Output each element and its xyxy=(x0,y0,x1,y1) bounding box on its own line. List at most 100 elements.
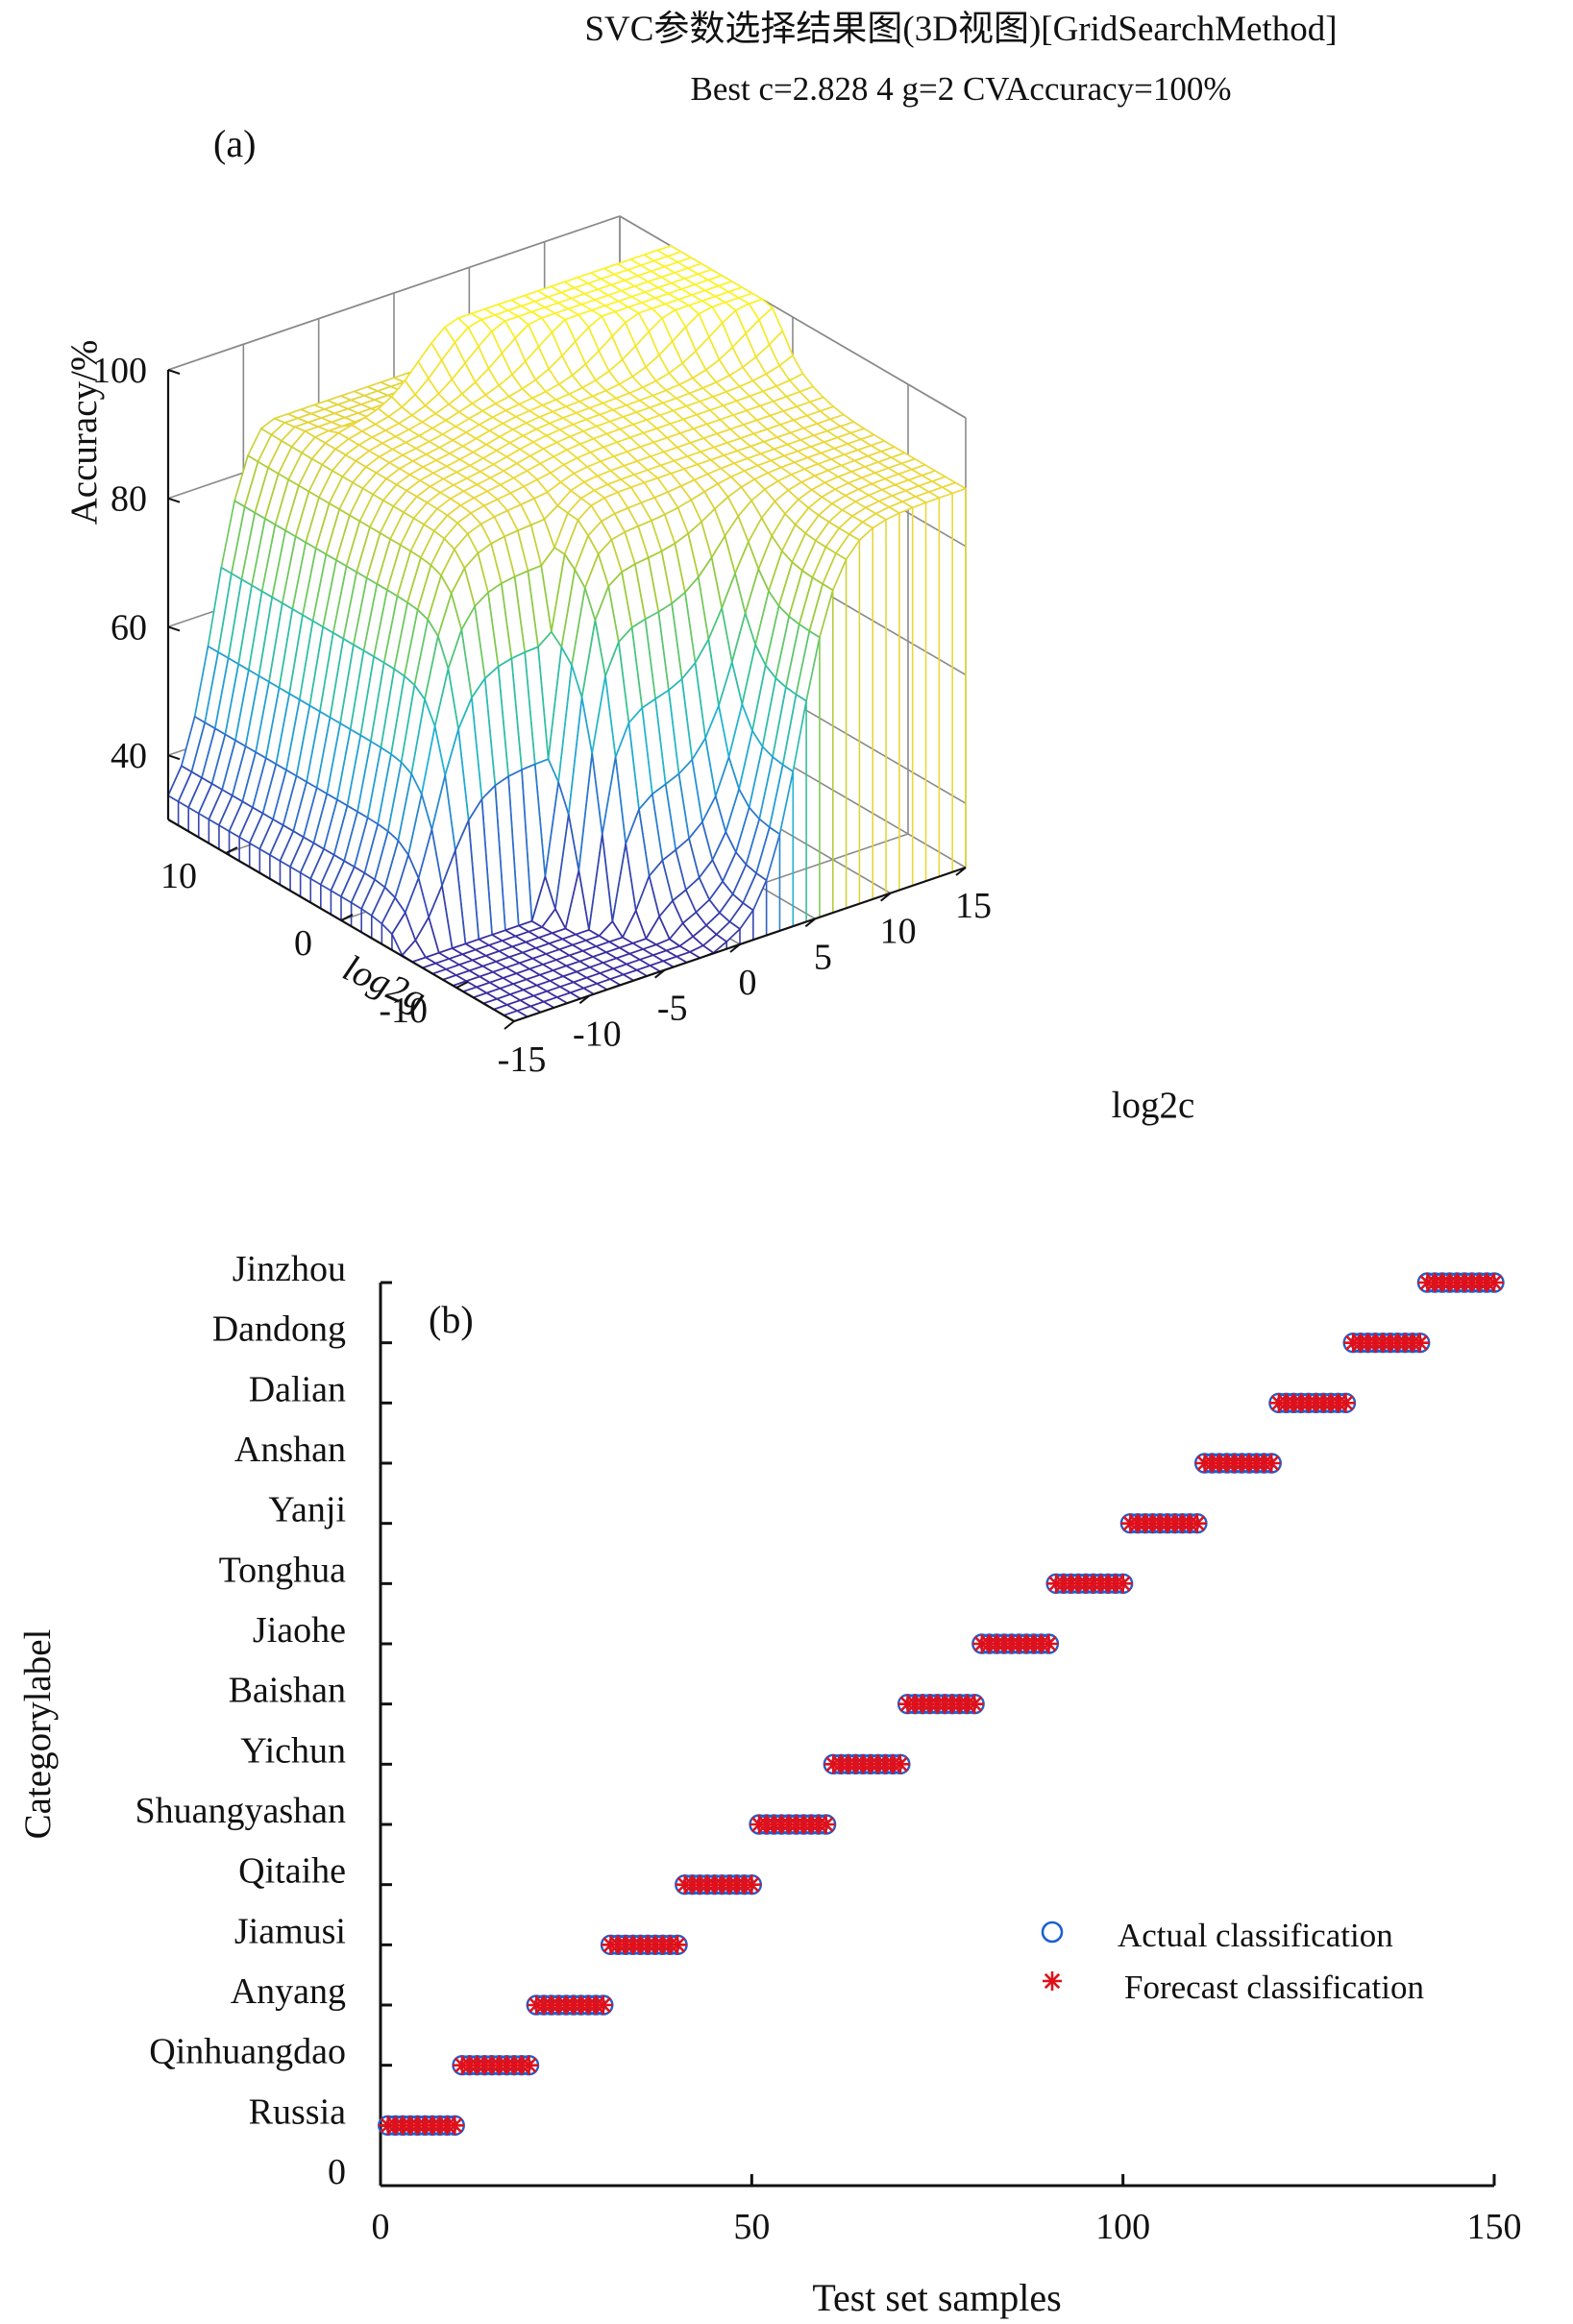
y-tick-label: Yichun xyxy=(240,1730,346,1771)
panel-b-label: (b) xyxy=(429,1298,474,1341)
forecast-point xyxy=(1336,1393,1356,1413)
panel-a-y-ticks: -10 0 10 xyxy=(160,846,469,1031)
x-tick-label: 50 xyxy=(733,2207,770,2247)
y-tick-label: Anyang xyxy=(231,1971,346,2012)
forecast-point xyxy=(1410,1333,1430,1353)
z-tick-label: 60 xyxy=(111,607,147,648)
y-tick xyxy=(340,914,354,921)
panel-a-x-ticks: -15 -10 -5 0 5 10 15 xyxy=(498,867,992,1080)
forecast-stroke xyxy=(447,2117,463,2134)
forecast-point xyxy=(1485,1273,1504,1292)
panel-b-y-ticks: 0 Russia Qinhuangdao Anyang Jiamusi Qitaihe Sh… xyxy=(135,1249,392,2192)
forecast-stroke xyxy=(818,1816,834,1833)
panel-a-z-axis-label: Accuracy/% xyxy=(63,340,105,526)
forecast-point xyxy=(965,1694,985,1714)
x-tick-label: 10 xyxy=(880,912,917,952)
forecast-stroke xyxy=(669,1937,686,1953)
forecast-point xyxy=(519,2055,539,2075)
forecast-stroke xyxy=(1486,1274,1503,1291)
legend-forecast-star xyxy=(1043,1971,1062,1991)
panel-a-title: SVC参数选择结果图(3D视图)[GridSearchMethod] xyxy=(584,9,1337,49)
x-tick-label: -10 xyxy=(573,1014,622,1054)
x-tick-label: 15 xyxy=(955,886,992,926)
z-tick-label: 80 xyxy=(111,479,147,520)
x-tick xyxy=(578,994,590,1005)
y-tick xyxy=(225,846,238,854)
forecast-stroke xyxy=(967,1696,983,1712)
forecast-stroke xyxy=(1189,1515,1206,1531)
forecast-stroke xyxy=(1264,1455,1280,1472)
panel-a-subtitle: Best c=2.828 4 g=2 CVAccuracy=100% xyxy=(690,70,1231,108)
y-tick-label: Dandong xyxy=(212,1309,346,1350)
forecast-point xyxy=(890,1754,910,1774)
z-tick xyxy=(167,625,181,632)
forecast-stroke xyxy=(1412,1334,1428,1351)
y-tick-label: Baishan xyxy=(229,1671,346,1711)
y-tick xyxy=(455,981,469,989)
y-tick-label: Jiamusi xyxy=(234,1911,346,1951)
panel-a-label: (a) xyxy=(213,122,256,165)
panel-b-x-axis-label: Test set samples xyxy=(812,2276,1061,2319)
y-tick-label: Qinhuangdao xyxy=(149,2032,346,2072)
z-tick-label: 40 xyxy=(111,736,147,776)
legend-actual-marker xyxy=(1041,1920,1064,1944)
y-tick-label: Jinzhou xyxy=(233,1249,346,1289)
legend-forecast-marker xyxy=(1043,1971,1062,1991)
x-tick xyxy=(955,867,967,876)
y-tick-label: Yanji xyxy=(268,1490,346,1530)
x-tick xyxy=(729,943,741,953)
x-tick xyxy=(804,917,816,928)
x-tick-label: 5 xyxy=(814,937,832,977)
legend-actual-label: Actual classification xyxy=(1118,1917,1393,1954)
z-tick xyxy=(167,369,181,375)
x-tick-label: 0 xyxy=(739,963,757,1003)
panel-a-z-ticks: 40 60 80 100 xyxy=(92,351,181,776)
panel-b-scatter-chart: (b) 0 Russia Qinhuangdao Anyang Jiamusi Qitai… xyxy=(17,1249,1522,2319)
forecast-point xyxy=(445,2116,465,2136)
z-tick xyxy=(167,754,181,761)
forecast-stroke xyxy=(744,1876,760,1893)
forecast-point xyxy=(1187,1513,1207,1533)
forecast-point xyxy=(1113,1574,1133,1594)
y-tick-label: Shuangyashan xyxy=(135,1791,346,1831)
x-tick-label: 150 xyxy=(1467,2207,1522,2247)
panel-b-legend: Actual classification Forecast classific… xyxy=(1041,1917,1424,2006)
forecast-stroke xyxy=(1041,1635,1057,1652)
forecast-point xyxy=(1039,1634,1059,1653)
forecast-point xyxy=(742,1874,762,1895)
panel-a-x-axis-label: log2c xyxy=(1112,1085,1195,1126)
panel-a-surface-chart: SVC参数选择结果图(3D视图)[GridSearchMethod] Best … xyxy=(63,9,1338,1126)
forecast-stroke xyxy=(892,1756,908,1773)
y-tick-label: 0 xyxy=(328,2152,346,2192)
z-tick-label: 100 xyxy=(92,351,147,391)
panel-b-x-ticks: 0 50 100 150 xyxy=(372,2174,1522,2247)
x-tick-label: 0 xyxy=(372,2207,390,2247)
x-tick-label: -15 xyxy=(498,1040,547,1080)
x-tick xyxy=(504,1020,515,1030)
forecast-point xyxy=(668,1935,688,1955)
z-tick xyxy=(167,497,181,503)
y-tick-label: Russia xyxy=(249,2092,346,2132)
panel-a-surface xyxy=(167,245,967,1022)
forecast-point xyxy=(816,1815,836,1834)
x-tick xyxy=(654,968,666,979)
x-tick xyxy=(880,892,892,902)
y-tick-label: Qitaihe xyxy=(238,1851,346,1892)
legend-forecast-label: Forecast classification xyxy=(1124,1969,1424,2006)
panel-b-y-axis-label: Categorylabel xyxy=(17,1628,59,1839)
forecast-point xyxy=(593,1995,613,2015)
forecast-stroke xyxy=(1338,1395,1354,1411)
forecast-point xyxy=(1262,1454,1282,1473)
forecast-stroke xyxy=(595,1996,611,2014)
top-edge xyxy=(167,215,621,371)
y-tick-label: -10 xyxy=(379,991,428,1031)
forecast-stroke xyxy=(1115,1576,1131,1592)
panel-b-points xyxy=(378,1272,1505,2137)
y-tick-label: 0 xyxy=(294,923,312,964)
x-tick-label: -5 xyxy=(657,989,688,1029)
y-tick-label: Dalian xyxy=(249,1369,346,1409)
y-tick-label: 10 xyxy=(160,856,197,896)
y-tick-label: Jiaohe xyxy=(253,1610,346,1651)
forecast-stroke xyxy=(1044,1972,1061,1990)
